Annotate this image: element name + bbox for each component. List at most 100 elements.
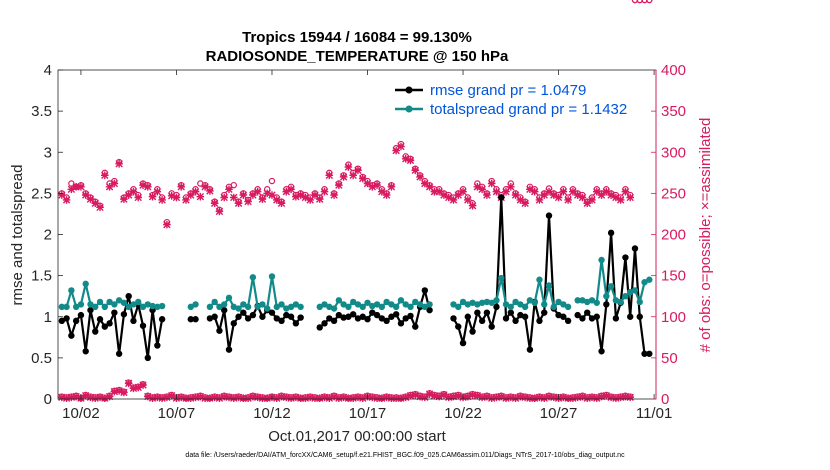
y-axis-left: 0 0.5 1 1.5 2 2.5 3 3.5 4 bbox=[31, 62, 63, 408]
obs-low-assimilated-marker bbox=[148, 394, 157, 402]
rmse-point bbox=[603, 301, 610, 308]
rmse-point bbox=[230, 320, 237, 327]
rmse-point bbox=[120, 311, 128, 318]
totalspread-point bbox=[459, 298, 467, 306]
x-tick-label: 10/27 bbox=[540, 405, 578, 422]
rmse-point bbox=[641, 350, 648, 357]
obs-assimilated-marker bbox=[292, 192, 300, 201]
totalspread-point bbox=[221, 301, 228, 308]
obs-low-assimilated-marker bbox=[616, 393, 625, 402]
obs-low-assimilated-marker bbox=[292, 393, 300, 402]
rmse-point bbox=[158, 316, 166, 323]
totalspread-point bbox=[120, 299, 128, 306]
obs-assimilated-marker bbox=[96, 203, 104, 212]
rmse-point bbox=[92, 328, 99, 335]
totalspread-point bbox=[345, 303, 352, 311]
data-file-footer: data file: /Users/raeder/DAI/ATM_forcXX/… bbox=[185, 452, 625, 459]
obs-assimilated-marker bbox=[592, 187, 601, 196]
legend-spread-label: totalspread grand pr = 1.1432 bbox=[430, 101, 627, 118]
obs-assimilated-marker bbox=[296, 191, 305, 199]
totalspread-point bbox=[531, 299, 538, 306]
rmse-point bbox=[627, 313, 634, 320]
rmse-point bbox=[221, 306, 228, 314]
rmse-point bbox=[474, 309, 481, 316]
x-axis: 10/02 10/07 10/12 10/17 10/22 10/27 11/01 bbox=[62, 70, 672, 422]
rmse-point bbox=[187, 316, 194, 323]
rmse-point bbox=[259, 313, 266, 320]
obs-low-assimilated-marker bbox=[158, 394, 166, 402]
obs-assimilated-marker bbox=[143, 182, 152, 191]
rmse-point bbox=[139, 322, 147, 329]
rmse-point bbox=[584, 309, 591, 316]
obs-assimilated-marker bbox=[487, 179, 496, 188]
obs-assimilated-marker bbox=[129, 187, 138, 196]
obs-low-assimilated-marker bbox=[239, 394, 248, 402]
y-right-tick-label: 100 bbox=[661, 309, 686, 326]
rmse-point bbox=[388, 313, 395, 320]
y-left-tick-label: 0 bbox=[44, 391, 52, 408]
obs-low-assimilated-marker bbox=[497, 392, 506, 401]
rmse-point bbox=[101, 323, 109, 330]
rmse-point bbox=[130, 317, 137, 325]
obs-low-assimilated-marker bbox=[339, 393, 348, 402]
rmse-point bbox=[502, 315, 510, 322]
obs-low-assimilated-marker bbox=[296, 394, 305, 402]
obs-low-assimilated-marker bbox=[153, 393, 162, 402]
obs-assimilated-marker bbox=[115, 159, 123, 168]
rmse-point bbox=[58, 317, 66, 325]
obs-low-assimilated-marker bbox=[81, 391, 90, 400]
totalspread-point bbox=[512, 298, 519, 306]
obs-assimilated-marker bbox=[535, 196, 544, 204]
obs-low-assimilated-marker bbox=[263, 394, 272, 402]
obs-assimilated-marker bbox=[483, 191, 491, 199]
obs-low-assimilated-marker bbox=[401, 393, 410, 402]
rmse-point bbox=[87, 306, 94, 314]
y-left-tick-label: 1.5 bbox=[31, 268, 52, 285]
obs-possible-marker bbox=[268, 177, 276, 185]
totalspread-point bbox=[450, 301, 457, 308]
totalspread-point bbox=[149, 302, 156, 310]
rmse-point bbox=[483, 309, 491, 316]
obs-assimilated-marker bbox=[454, 191, 463, 199]
rmse-point bbox=[335, 311, 343, 319]
totalspread-point bbox=[254, 303, 261, 311]
obs-low-assimilated-marker bbox=[110, 387, 119, 396]
obs-low-assimilated-marker bbox=[506, 393, 515, 402]
obs-assimilated-marker bbox=[440, 191, 448, 199]
obs-assimilated-marker bbox=[277, 199, 286, 208]
obs-low-assimilated-marker bbox=[416, 392, 424, 401]
obs-low-assimilated-marker bbox=[535, 393, 544, 402]
obs-low-assimilated-marker bbox=[440, 391, 448, 399]
obs-low-possible-marker bbox=[641, 0, 648, 4]
rmse-point bbox=[579, 315, 586, 322]
obs-assimilated-marker bbox=[186, 191, 195, 199]
totalspread-point bbox=[101, 303, 109, 311]
rmse-point bbox=[321, 320, 328, 327]
totalspread-point bbox=[574, 297, 581, 304]
rmse-point bbox=[316, 324, 323, 331]
obs-low-assimilated-marker bbox=[96, 393, 104, 402]
totalspread-point bbox=[455, 303, 462, 311]
obs-low-assimilated-marker bbox=[626, 393, 635, 402]
rmse-point bbox=[383, 317, 390, 325]
obs-low-assimilated-marker bbox=[602, 391, 611, 400]
y-right-tick-label: 0 bbox=[661, 391, 669, 408]
obs-assimilated-marker bbox=[220, 193, 229, 202]
obs-low-assimilated-marker bbox=[358, 394, 367, 402]
obs-assimilated-marker bbox=[234, 199, 243, 208]
obs-assimilated-marker bbox=[210, 199, 219, 208]
totalspread-point bbox=[354, 301, 362, 308]
rmse-point bbox=[392, 311, 400, 318]
obs-low-assimilated-marker bbox=[569, 394, 577, 402]
obs-assimilated-marker bbox=[583, 199, 592, 208]
obs-low-assimilated-marker bbox=[120, 388, 128, 397]
rmse-point bbox=[268, 309, 276, 316]
rmse-point bbox=[373, 311, 381, 319]
obs-low-assimilated-marker bbox=[621, 392, 630, 401]
obs-assimilated-marker bbox=[86, 195, 95, 203]
obs-low-assimilated-marker bbox=[382, 393, 391, 402]
rmse-point bbox=[192, 316, 199, 323]
totalspread-point bbox=[264, 305, 271, 312]
obs-assimilated-marker bbox=[540, 191, 549, 199]
obs-assimilated-marker bbox=[430, 187, 439, 196]
